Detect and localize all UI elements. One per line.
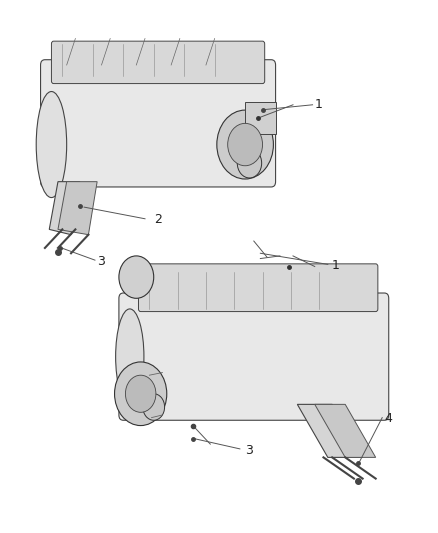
Circle shape <box>217 110 273 179</box>
FancyBboxPatch shape <box>119 293 389 420</box>
Polygon shape <box>297 405 363 457</box>
Text: 3: 3 <box>97 255 105 268</box>
Text: 4: 4 <box>385 412 392 425</box>
Text: 3: 3 <box>245 444 253 457</box>
Text: 1: 1 <box>332 259 340 272</box>
Polygon shape <box>315 405 376 457</box>
Ellipse shape <box>116 309 144 405</box>
Circle shape <box>119 256 154 298</box>
Polygon shape <box>49 182 80 235</box>
Circle shape <box>237 148 261 178</box>
Circle shape <box>125 375 156 413</box>
Bar <box>245 102 276 134</box>
Polygon shape <box>58 182 97 235</box>
FancyBboxPatch shape <box>51 41 265 84</box>
Circle shape <box>228 123 262 166</box>
FancyBboxPatch shape <box>138 264 378 312</box>
FancyBboxPatch shape <box>41 60 276 187</box>
Ellipse shape <box>36 92 67 198</box>
Circle shape <box>115 362 167 425</box>
Text: 2: 2 <box>154 213 162 227</box>
Text: 1: 1 <box>315 98 323 111</box>
Circle shape <box>143 394 165 420</box>
